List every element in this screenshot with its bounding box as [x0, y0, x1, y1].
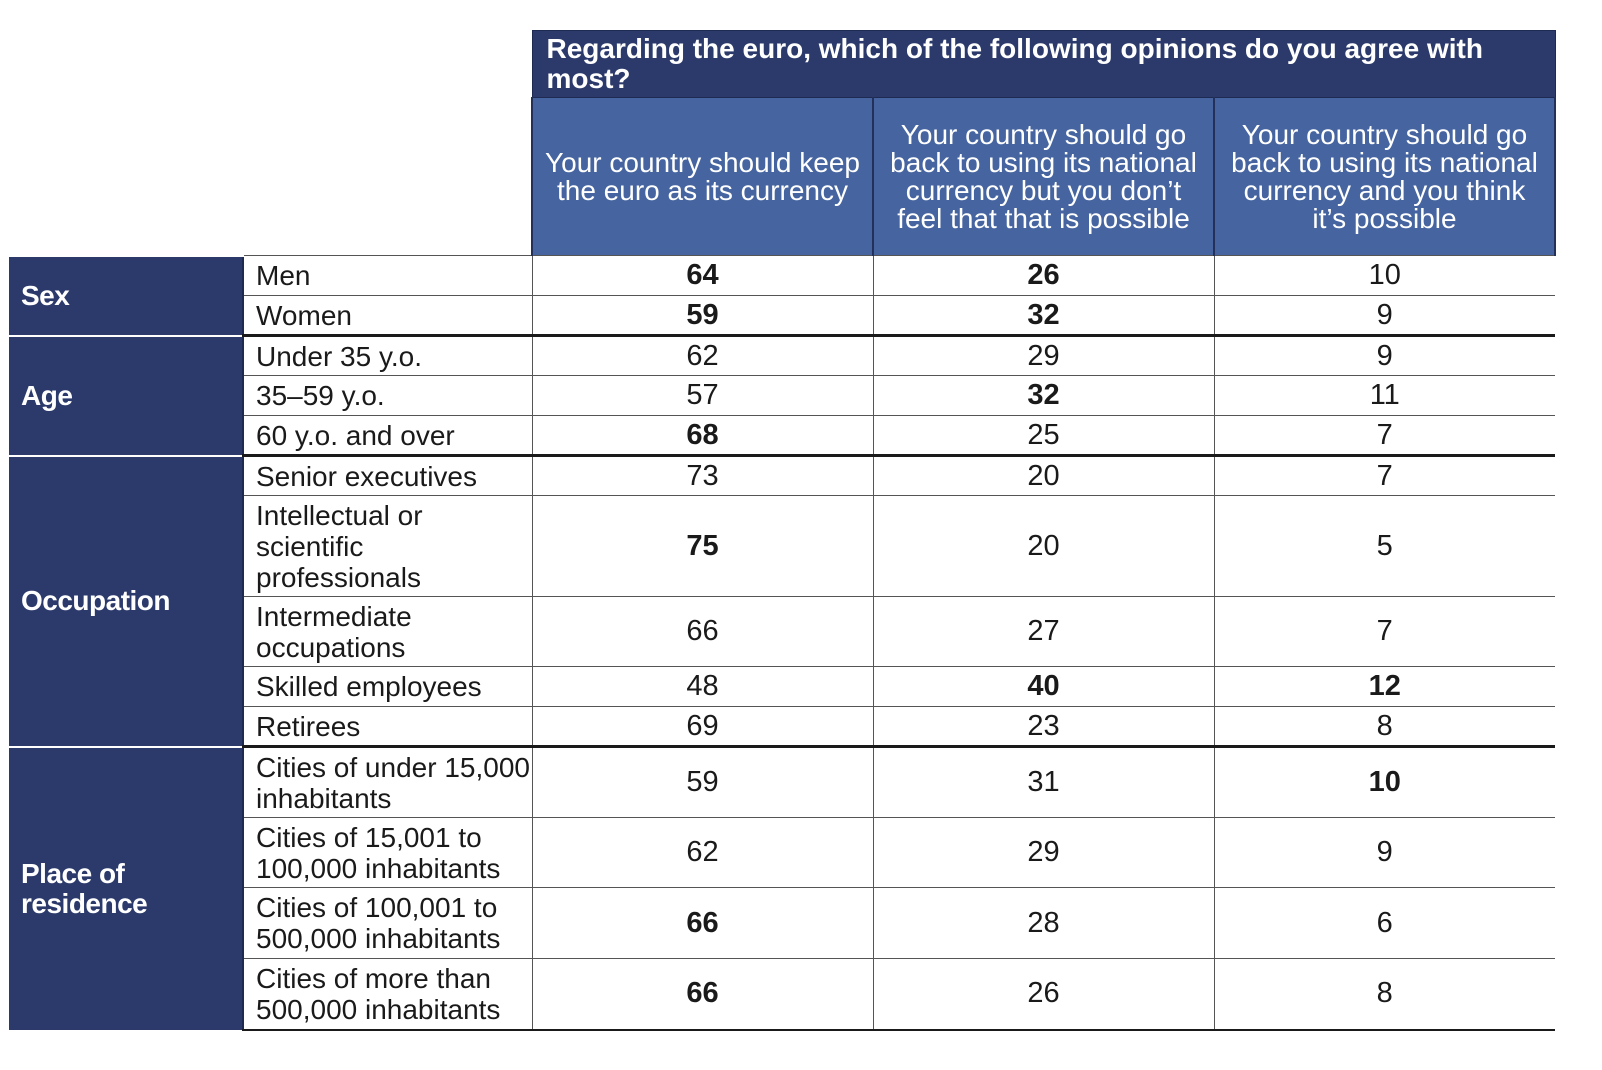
table-row: 60 y.o. and over 68 25 7: [9, 415, 1555, 456]
value-cell: 59: [531, 295, 874, 336]
value-cell: 75: [531, 495, 874, 597]
row-label: Women: [242, 295, 533, 336]
value-cell: 69: [531, 706, 874, 747]
value-cell: 29: [872, 817, 1215, 888]
column-header-back-not-possible: Your country should go back to using its…: [872, 97, 1215, 256]
survey-table-wrapper: Regarding the euro, which of the followi…: [9, 30, 1556, 1031]
value-cell: 7: [1213, 415, 1555, 456]
value-cell: 20: [872, 454, 1215, 496]
row-label: Cities of under 15,000 inhabitants: [242, 745, 533, 818]
row-label: Intellectual or scientific professionals: [242, 495, 533, 597]
table-row: Cities of 15,001 to 100,000 inhabitants 6…: [9, 817, 1555, 888]
value-cell: 12: [1213, 666, 1555, 707]
group-label: Occupation: [9, 454, 243, 747]
value-cell: 8: [1213, 706, 1555, 747]
table-row: Sex Men 64 26 10: [9, 254, 1555, 336]
question-header: Regarding the euro, which of the followi…: [531, 30, 1556, 98]
value-cell: 26: [872, 958, 1215, 1031]
value-cell: 20: [872, 495, 1215, 597]
value-cell: 62: [531, 334, 874, 376]
row-label: Men: [242, 255, 533, 296]
value-cell: 40: [872, 666, 1215, 707]
value-cell: 68: [531, 415, 874, 456]
group-label: Place of residence: [9, 745, 243, 1030]
value-cell: 10: [1213, 745, 1555, 818]
value-cell: 9: [1213, 295, 1555, 336]
value-cell: 25: [872, 415, 1215, 456]
row-label: Intermediate occupations: [242, 596, 533, 667]
value-cell: 48: [531, 666, 874, 707]
value-cell: 66: [531, 887, 874, 959]
value-cell: 28: [872, 887, 1215, 959]
value-cell: 7: [1213, 454, 1555, 496]
group-label: Sex: [9, 254, 243, 336]
value-cell: 6: [1213, 887, 1555, 959]
value-cell: 31: [872, 745, 1215, 818]
row-label: Senior executives: [242, 454, 533, 496]
group-label: Age: [9, 334, 243, 456]
value-cell: 29: [872, 334, 1215, 376]
column-header-keep-euro: Your country should keep the euro as its…: [531, 97, 874, 256]
value-cell: 32: [872, 295, 1215, 336]
value-cell: 9: [1213, 817, 1555, 888]
row-label: Skilled employees: [242, 666, 533, 707]
row-label: Cities of 100,001 to 500,000 inhabitants: [242, 887, 533, 959]
value-cell: 8: [1213, 958, 1555, 1031]
value-cell: 11: [1213, 375, 1555, 416]
table-row: Cities of more than 500,000 inhabitants 6…: [9, 958, 1555, 1031]
value-cell: 64: [531, 255, 874, 296]
value-cell: 66: [531, 958, 874, 1031]
value-cell: 62: [531, 817, 874, 888]
value-cell: 59: [531, 745, 874, 818]
table-row: Place of residence Cities of under 15,000…: [9, 745, 1555, 1030]
row-label: 60 y.o. and over: [242, 415, 533, 456]
value-cell: 27: [872, 596, 1215, 667]
value-cell: 66: [531, 596, 874, 667]
row-label: Cities of more than 500,000 inhabitants: [242, 958, 533, 1031]
row-label: 35–59 y.o.: [242, 375, 533, 416]
table-row: 35–59 y.o. 57 32 11: [9, 375, 1555, 416]
table-row: Retirees 69 23 8: [9, 706, 1555, 747]
value-cell: 9: [1213, 334, 1555, 376]
value-cell: 73: [531, 454, 874, 496]
value-cell: 23: [872, 706, 1215, 747]
row-label: Under 35 y.o.: [242, 334, 533, 376]
table-row: Age Under 35 y.o. 62 29 9: [9, 334, 1555, 456]
table-row: Intellectual or scientific professionals…: [9, 495, 1555, 597]
row-label: Cities of 15,001 to 100,000 inhabitants: [242, 817, 533, 888]
value-cell: 5: [1213, 495, 1555, 597]
table-row: Cities of 100,001 to 500,000 inhabitants…: [9, 887, 1555, 959]
value-cell: 26: [872, 255, 1215, 296]
value-cell: 57: [531, 375, 874, 416]
corner-blank: [9, 30, 532, 256]
value-cell: 32: [872, 375, 1215, 416]
survey-table: Regarding the euro, which of the followi…: [9, 30, 1556, 1031]
table-row: Women 59 32 9: [9, 295, 1555, 336]
value-cell: 10: [1213, 255, 1555, 296]
value-cell: 7: [1213, 596, 1555, 667]
table-body: Sex Men 64 26 10 Women 59 32 9 Age Under 35 y.o. 62…: [9, 254, 1555, 1031]
table-row: Occupation Senior executives 73 20 7: [9, 454, 1555, 747]
table-row: Skilled employees 48 40 12: [9, 666, 1555, 707]
row-label: Retirees: [242, 706, 533, 747]
column-header-back-possible: Your country should go back to using its…: [1213, 97, 1556, 256]
